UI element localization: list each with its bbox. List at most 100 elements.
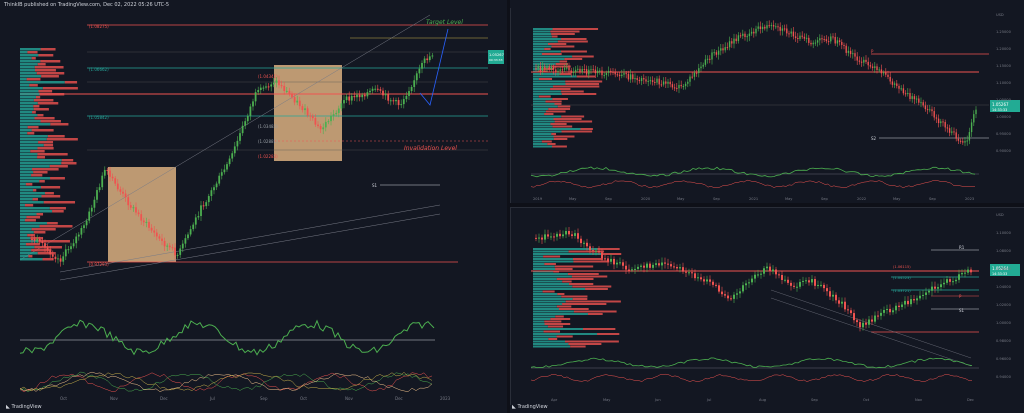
candle-body: [568, 67, 570, 71]
profile-bar-buy: [533, 305, 557, 308]
pane-divider-horizontal[interactable]: [510, 203, 1024, 207]
top-right-chart-canvas[interactable]: P S2 1.05267 14:33:33 USD 1.25000 1.20000 1…: [511, 8, 1024, 203]
profile-bar-buy: [533, 268, 556, 270]
tr-label-s2: S2: [871, 136, 877, 141]
candle-body: [275, 80, 278, 83]
pane-divider-vertical[interactable]: [507, 0, 510, 413]
profile-bar-sell: [31, 249, 52, 252]
profile-bar-buy: [533, 125, 553, 128]
candle-body: [583, 69, 586, 71]
candle-body: [309, 115, 312, 117]
candle-body: [823, 284, 825, 289]
candle-body: [700, 66, 702, 69]
candle-body: [599, 70, 601, 72]
candle-body: [887, 74, 889, 77]
candle-body: [67, 249, 70, 251]
candle-body: [940, 121, 942, 124]
time-axis-tick: Sep: [929, 197, 936, 201]
candle-body: [101, 175, 104, 188]
top-right-chart-pane[interactable]: P S2 1.05267 14:33:33 USD 1.25000 1.20000 1…: [510, 8, 1024, 203]
profile-bar-buy: [20, 48, 41, 51]
candle-body: [585, 69, 588, 75]
candle-body: [688, 272, 690, 274]
candle-body: [764, 26, 766, 29]
profile-bar-buy: [20, 213, 37, 216]
profile-bar-buy: [533, 108, 549, 110]
br-price-axis[interactable]: USD 1.10000 1.08000 1.06000 1.04000 1.02000 1.…: [996, 213, 1012, 379]
candle-body: [369, 90, 371, 93]
candle-body: [935, 117, 938, 119]
candle-body: [933, 111, 935, 118]
candle-body: [682, 86, 685, 88]
candle-body: [655, 263, 657, 265]
tr-price-axis[interactable]: USD 1.25000 1.20000 1.15000 1.10000 1.05000 1.…: [996, 13, 1012, 153]
candle-body: [803, 36, 806, 39]
bottom-right-chart-canvas[interactable]: R1 (1.06115) (1.04523) (1.03721) P S1 1.…: [511, 208, 1024, 405]
profile-bar-buy: [20, 120, 41, 123]
candle-body: [713, 52, 715, 54]
profile-bar-sell: [542, 290, 555, 293]
time-axis-tick: Jul: [706, 398, 711, 402]
candle-body: [704, 59, 707, 65]
tr-time-axis[interactable]: 2019 May Sep 2020 May Sep 2021 May Sep 2022 May Sep…: [533, 197, 974, 201]
candle-body: [155, 232, 158, 237]
candle-body: [397, 99, 400, 106]
profile-bar-sell: [31, 174, 43, 177]
candle-body: [189, 229, 192, 235]
footer-logo-right[interactable]: ◣ TradingView: [512, 402, 1022, 413]
candle-body: [127, 197, 130, 206]
lower-oscillator-lines: [19, 371, 433, 393]
profile-bar-buy: [20, 159, 62, 162]
profile-bar-buy: [533, 275, 572, 278]
candle-body: [550, 236, 552, 238]
profile-bar-sell: [550, 30, 580, 33]
left-chart-canvas[interactable]: Target Level Invalidation Level (1.08275…: [0, 10, 504, 402]
profile-bar-buy: [20, 114, 38, 117]
candle-body: [909, 93, 911, 99]
candle-body: [262, 87, 265, 89]
candle-body: [790, 282, 792, 286]
bottom-right-chart-pane[interactable]: R1 (1.06115) (1.04523) (1.03721) P S1 1.…: [510, 207, 1024, 405]
candle-body: [88, 211, 91, 221]
candle-body: [288, 90, 291, 95]
candle-body: [103, 169, 106, 176]
candle-body: [940, 284, 942, 288]
profile-bar-buy: [533, 258, 573, 260]
left-chart-pane[interactable]: Target Level Invalidation Level (1.08275…: [0, 10, 504, 402]
profile-bar-buy: [20, 192, 45, 195]
candle-body: [590, 69, 592, 71]
profile-bar-buy: [20, 150, 31, 153]
candle-body: [883, 310, 885, 313]
profile-bar-buy: [20, 249, 32, 252]
candle-body: [907, 300, 909, 305]
candle-body: [604, 258, 606, 260]
level-label-box-d: (1.02283): [258, 154, 278, 159]
profile-bar-buy: [20, 57, 32, 60]
candle-body: [361, 94, 364, 98]
price-badge-bg: [488, 50, 504, 64]
candle-body: [374, 88, 377, 90]
profile-bar-sell: [583, 328, 616, 330]
br-trendline-2: [770, 297, 972, 367]
candle-body: [563, 68, 566, 70]
time-axis-tick: Apr: [551, 398, 558, 402]
profile-bar-sell: [551, 133, 557, 135]
br-time-axis[interactable]: Apr May Jun Jul Aug Sep Oct Nov Dec: [551, 398, 974, 402]
candle-body: [356, 94, 358, 98]
footer-logo[interactable]: ◣ TradingView: [0, 402, 510, 413]
profile-bar-buy: [20, 69, 36, 72]
profile-bar-sell: [61, 162, 77, 165]
candle-body: [665, 81, 667, 84]
candle-body: [640, 265, 642, 267]
br-price-badge-bg: [990, 264, 1020, 276]
profile-bar-buy: [20, 174, 32, 177]
candle-body: [722, 48, 724, 51]
candle-body: [431, 55, 434, 57]
profile-bar-sell: [43, 201, 76, 204]
candle-body: [415, 73, 418, 81]
candle-body: [766, 25, 768, 29]
candle-body: [907, 93, 909, 95]
candle-body: [168, 245, 171, 248]
profile-bar-buy: [533, 128, 581, 130]
x-axis[interactable]: Oct Nov Dec Jul Sep Oct Nov Dec 2023: [60, 396, 451, 401]
